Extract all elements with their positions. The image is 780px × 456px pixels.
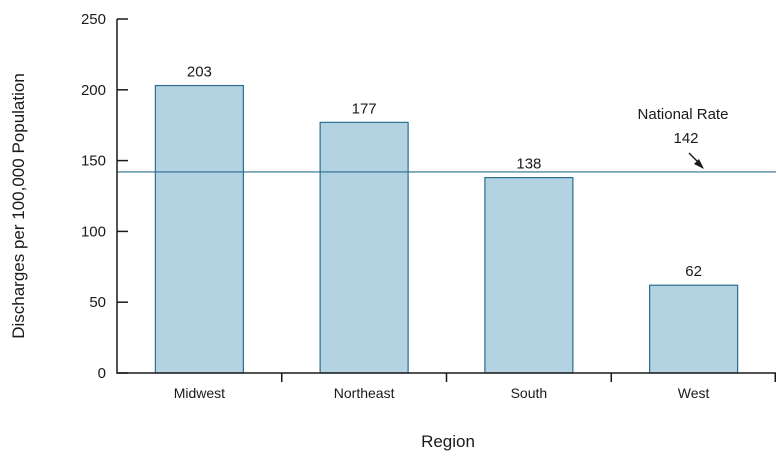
y-tick-label-50: 50 <box>89 294 106 311</box>
y-tick-label-0: 0 <box>98 365 106 382</box>
national-rate-value: 142 <box>673 130 698 147</box>
y-tick-label-150: 150 <box>81 153 106 170</box>
y-axis-title: Discharges per 100,000 Population <box>9 73 28 339</box>
y-tick-label-100: 100 <box>81 223 106 240</box>
category-label-west: West <box>678 385 710 401</box>
bar-northeast <box>319 121 409 374</box>
national-rate-arrow-head <box>694 159 704 169</box>
bar-midwest <box>154 84 244 374</box>
value-label-south: 138 <box>516 156 541 173</box>
category-label-south: South <box>511 385 548 401</box>
category-label-midwest: Midwest <box>174 385 225 401</box>
y-tick-label-200: 200 <box>81 82 106 99</box>
bar-west <box>649 284 739 374</box>
value-label-midwest: 203 <box>187 64 212 81</box>
value-label-northeast: 177 <box>352 100 377 117</box>
value-label-west: 62 <box>685 263 702 280</box>
national-rate-label: National Rate <box>638 106 729 123</box>
category-label-northeast: Northeast <box>334 385 395 401</box>
x-axis-title: Region <box>421 432 475 451</box>
y-tick-label-250: 250 <box>81 11 106 28</box>
plot-area: 203 Midwest 177 Northeast 138 South 62 West Nati… <box>81 11 776 401</box>
bar-south <box>484 176 574 374</box>
